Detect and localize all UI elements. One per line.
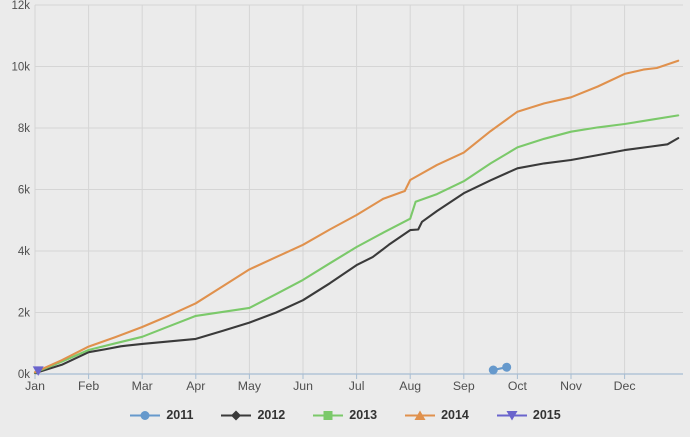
legend-item-label: 2013	[349, 408, 378, 422]
legend-item-2013[interactable]: 2013	[312, 408, 377, 422]
x-axis-label: Mar	[132, 379, 153, 393]
legend-item-2012[interactable]: 2012	[220, 408, 285, 422]
x-axis-label: Sep	[453, 379, 475, 393]
triangle-up-legend-marker-icon	[405, 410, 436, 420]
legend-item-label: 2011	[166, 408, 194, 422]
series-marker-2015	[32, 366, 44, 376]
triangle-down-legend-marker-icon	[496, 410, 527, 420]
legend-item-label: 2012	[257, 408, 286, 422]
x-axis-label: Dec	[614, 379, 636, 393]
series-line-2013	[33, 114, 680, 374]
chart-canvas: Jan Feb Mar Apr May Jun Jul Aug Sep Oct Nov Dec 0k 2k…	[11, 0, 683, 393]
diamond-legend-marker-icon	[221, 410, 252, 420]
y-axis-label: 12k	[11, 0, 30, 12]
series-marker-2011	[502, 362, 512, 372]
x-axis-label: Apr	[186, 379, 205, 393]
x-axis-label: Nov	[560, 379, 583, 393]
legend-item-label: 2015	[532, 408, 561, 422]
x-axis-label: May	[238, 379, 262, 393]
x-axis-label: Feb	[78, 379, 99, 393]
x-axis-label: Jul	[349, 379, 365, 393]
series-marker-2011	[488, 365, 498, 375]
y-axis-label: 6k	[18, 185, 30, 197]
y-axis-label: 0k	[18, 369, 30, 381]
x-axis-label: Jan	[25, 379, 45, 393]
y-axis-label: 10k	[11, 62, 30, 74]
chart-legend: 2011 2012 2013 2014 2015	[0, 408, 690, 422]
y-axis-label: 2k	[18, 308, 30, 320]
x-axis-label: Jun	[293, 379, 313, 393]
x-axis-label: Aug	[399, 379, 421, 393]
legend-item-label: 2014	[441, 408, 469, 422]
series-line-2014	[33, 59, 680, 374]
legend-item-2015[interactable]: 2015	[496, 408, 561, 422]
x-axis-label: Oct	[508, 379, 528, 393]
series-line-2012	[33, 137, 680, 375]
y-axis-label: 8k	[18, 123, 30, 135]
y-axis-label: 4k	[18, 246, 30, 258]
legend-item-2014[interactable]: 2014	[404, 408, 469, 422]
legend-item-2011[interactable]: 2011	[129, 408, 193, 422]
circle-legend-marker-icon	[130, 410, 161, 420]
square-legend-marker-icon	[313, 410, 344, 420]
